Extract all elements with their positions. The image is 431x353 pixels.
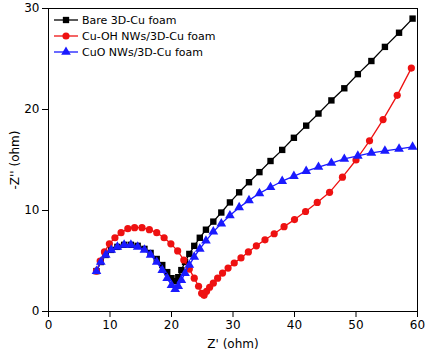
svg-text:10: 10	[24, 203, 39, 217]
html-text:Cu-OH NWs/3D-Cu foam: Cu-OH NWs/3D-Cu foam	[82, 29, 216, 43]
svg-text:Z' (ohm): Z' (ohm)	[207, 337, 258, 351]
svg-text:50: 50	[348, 318, 363, 332]
svg-text:0: 0	[45, 318, 53, 332]
svg-text:40: 40	[287, 318, 302, 332]
html-text:CuO NWs/3D-Cu foam: CuO NWs/3D-Cu foam	[82, 45, 203, 59]
svg-text:10: 10	[102, 318, 117, 332]
svg-text:30: 30	[24, 1, 39, 15]
svg-text:0: 0	[32, 304, 40, 318]
svg-text:20: 20	[24, 102, 39, 116]
svg-text:-Z'' (ohm): -Z'' (ohm)	[8, 131, 22, 190]
svg-text:60: 60	[410, 318, 425, 332]
html-text:Bare 3D-Cu foam: Bare 3D-Cu foam	[82, 13, 177, 27]
svg-text:20: 20	[164, 318, 179, 332]
svg-text:30: 30	[225, 318, 240, 332]
